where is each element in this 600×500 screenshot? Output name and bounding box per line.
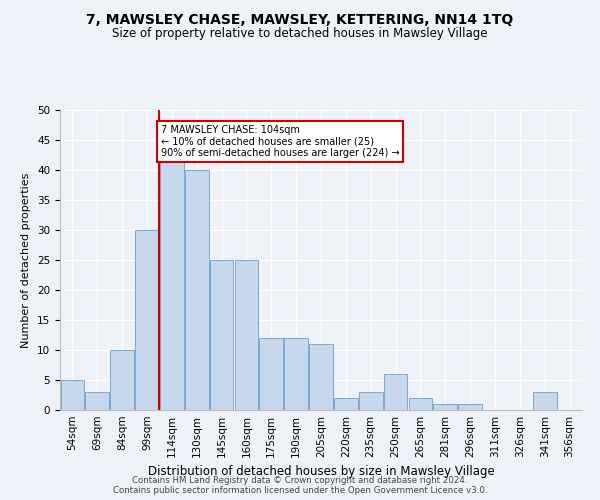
Bar	[185, 170, 209, 410]
Text: Contains HM Land Registry data © Crown copyright and database right 2024.: Contains HM Land Registry data © Crown c…	[132, 476, 468, 485]
Text: Size of property relative to detached houses in Mawsley Village: Size of property relative to detached ho…	[112, 28, 488, 40]
Bar	[259, 338, 283, 410]
Text: 7 MAWSLEY CHASE: 104sqm
← 10% of detached houses are smaller (25)
90% of semi-de: 7 MAWSLEY CHASE: 104sqm ← 10% of detache…	[161, 125, 399, 158]
Bar	[210, 260, 233, 410]
Bar	[533, 392, 557, 410]
Bar	[359, 392, 383, 410]
Text: 7, MAWSLEY CHASE, MAWSLEY, KETTERING, NN14 1TQ: 7, MAWSLEY CHASE, MAWSLEY, KETTERING, NN…	[86, 12, 514, 26]
Bar	[135, 230, 159, 410]
Text: Contains public sector information licensed under the Open Government Licence v3: Contains public sector information licen…	[113, 486, 487, 495]
Bar	[61, 380, 84, 410]
Bar	[384, 374, 407, 410]
Y-axis label: Number of detached properties: Number of detached properties	[22, 172, 31, 348]
Bar	[433, 404, 457, 410]
Bar	[284, 338, 308, 410]
Bar	[110, 350, 134, 410]
Bar	[409, 398, 432, 410]
X-axis label: Distribution of detached houses by size in Mawsley Village: Distribution of detached houses by size …	[148, 466, 494, 478]
Bar	[235, 260, 258, 410]
Bar	[160, 158, 184, 410]
Bar	[334, 398, 358, 410]
Bar	[309, 344, 333, 410]
Bar	[458, 404, 482, 410]
Bar	[85, 392, 109, 410]
